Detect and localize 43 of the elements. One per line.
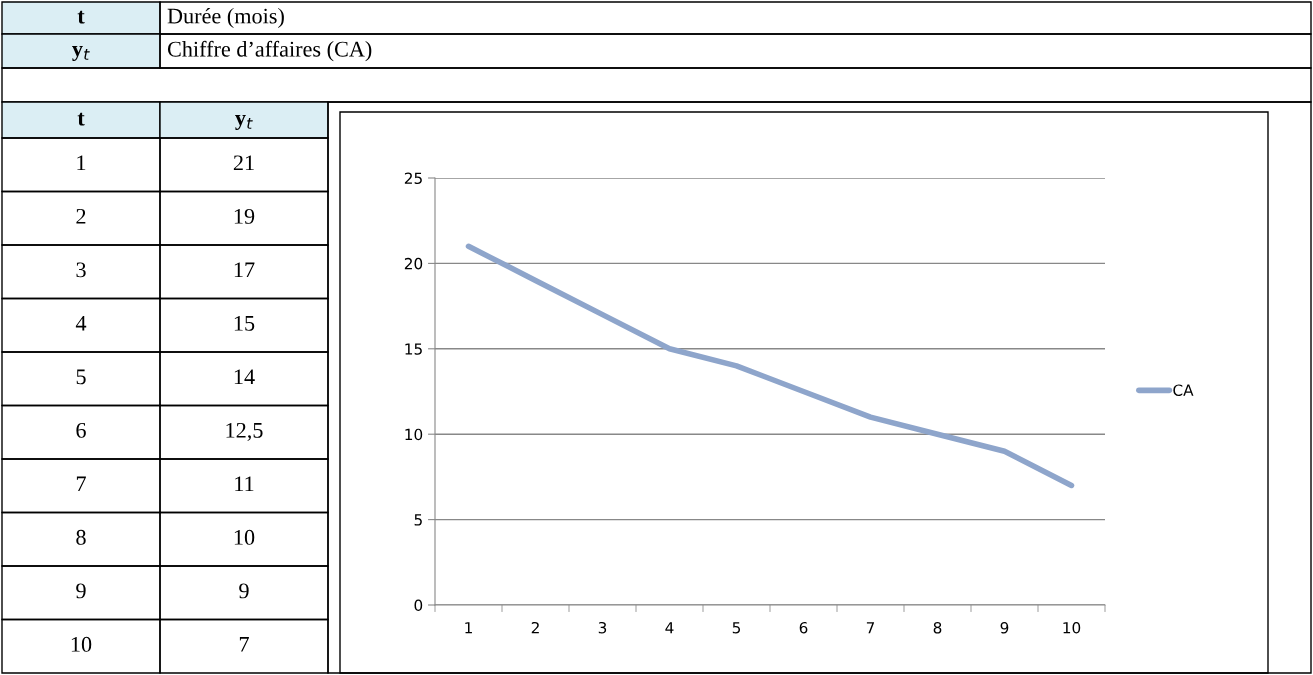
x-tick-label: 2 [531,621,539,634]
text: 8 [76,529,86,545]
x-tick-label: 9 [1000,621,1009,634]
text: 3 [76,262,86,278]
text: 21 [233,155,254,171]
x-tick-label: 4 [665,622,674,634]
y-tick-label: 10 [405,428,423,441]
text: 10 [234,529,255,545]
x-tick-label: 8 [933,621,942,634]
x-tick-label: 10 [1063,621,1081,634]
text: Durée (mois) [167,7,284,29]
x-tick-label: 3 [598,621,607,634]
text: 12,5 [226,422,263,442]
x-tick-label: 7 [866,622,875,634]
y-tick-label: 0 [414,599,423,612]
text: 9 [76,583,86,599]
text: y$_{t}$ [235,114,253,130]
text: 14 [234,369,255,385]
text: 15 [234,315,255,331]
text: 5 [76,369,86,385]
text: t [77,112,85,126]
y-tick-label: 25 [404,172,422,185]
text: 7 [239,637,249,652]
y-tick-label: 20 [404,257,423,270]
text: t [77,10,85,24]
x-tick-label: 6 [799,621,808,634]
legend-label: CA [1173,384,1194,396]
text: 1 [77,155,86,171]
text: 11 [235,476,254,492]
text: 7 [76,476,86,492]
x-tick-label: 1 [465,622,472,634]
text: 4 [75,315,87,331]
text: 2 [76,208,86,224]
text: Chiffre d’affaires (CA) [167,40,372,62]
text: 9 [239,583,249,599]
text: 17 [234,262,255,278]
text: y$_{t}$ [72,45,90,61]
x-tick-label: 5 [732,622,741,634]
y-tick-label: 15 [405,343,422,355]
text: 6 [76,422,86,438]
text: 10 [71,636,92,652]
y-tick-label: 5 [414,514,422,526]
text: 19 [234,208,255,224]
